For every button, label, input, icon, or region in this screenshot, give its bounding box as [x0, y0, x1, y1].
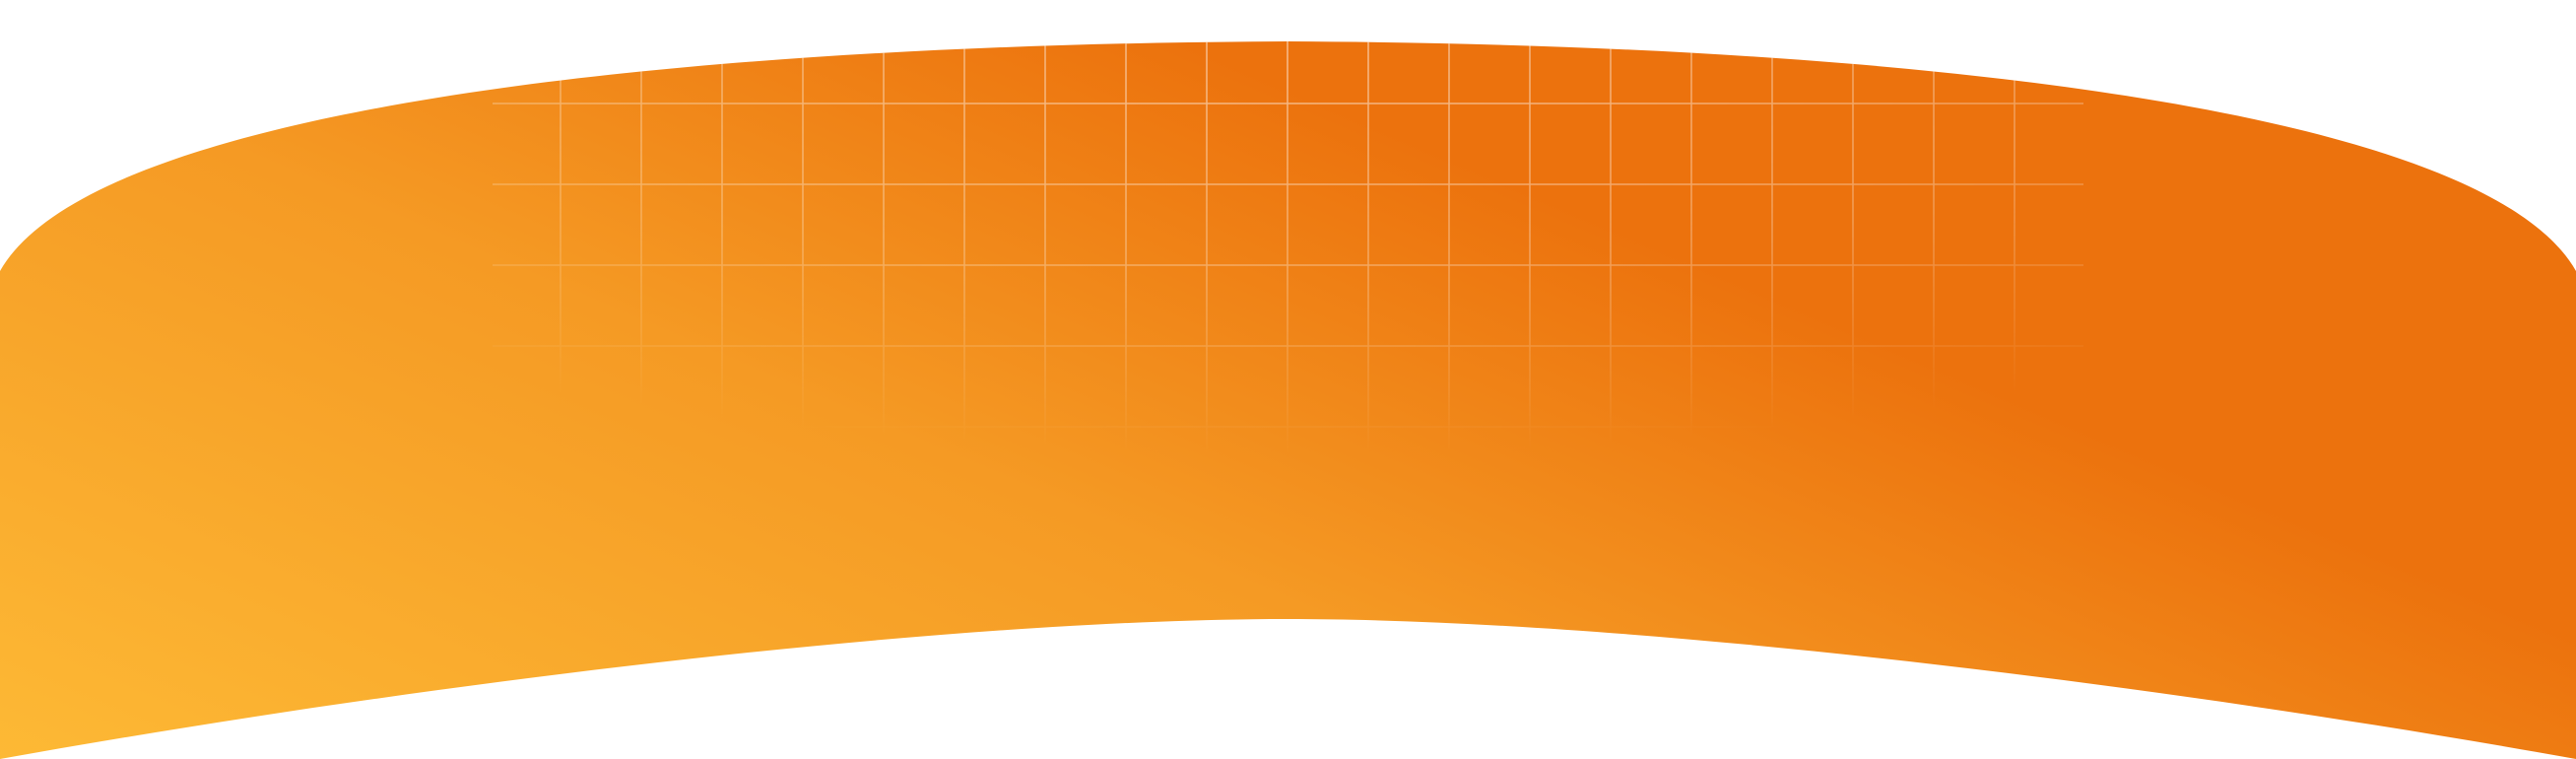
grid-overlay	[493, 41, 2083, 631]
